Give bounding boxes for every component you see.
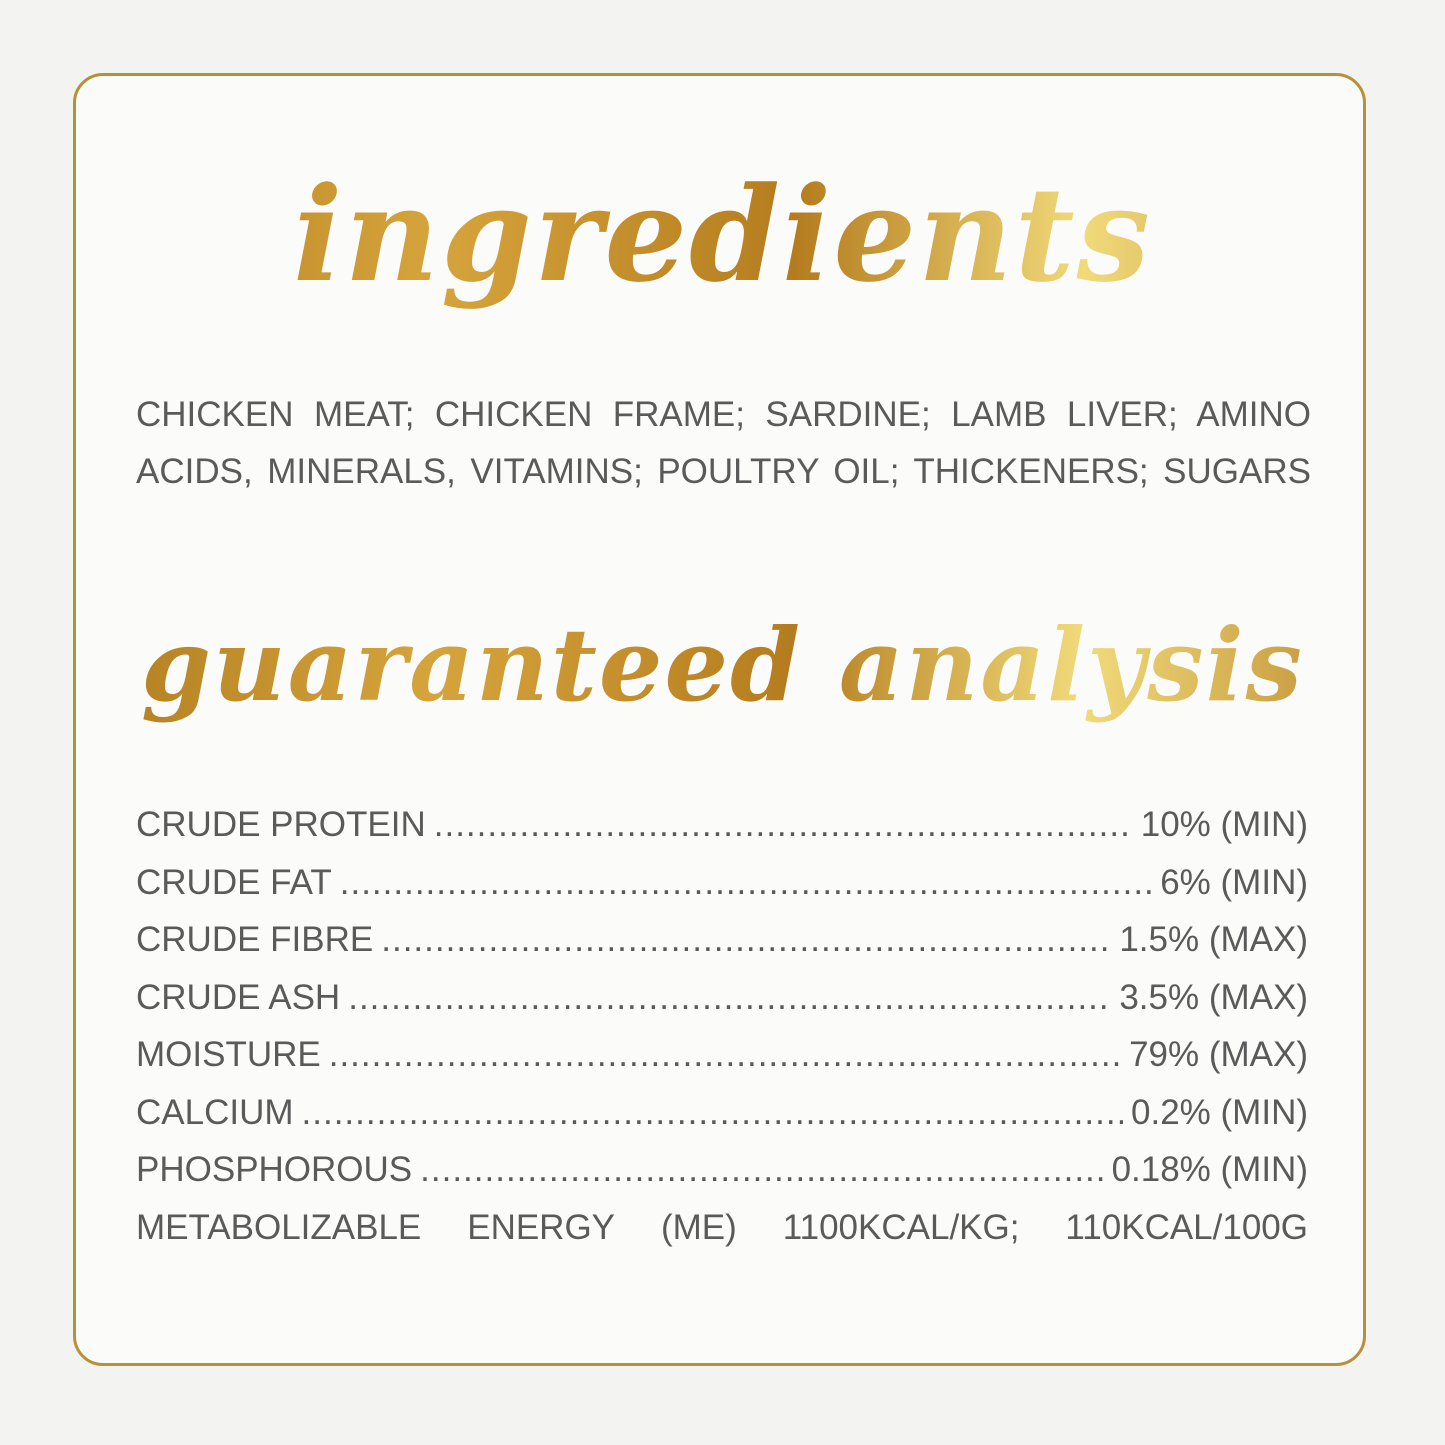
energy-word: (ME): [660, 1207, 737, 1247]
dot-leader: [329, 1026, 1121, 1084]
dot-leader: [381, 911, 1111, 969]
row-label: CRUDE FAT: [136, 862, 332, 902]
row-label: PHOSPHOROUS: [136, 1150, 413, 1189]
row-value: 0.2% (MIN): [1131, 1092, 1308, 1132]
analysis-heading: guaranteed analysis: [0, 595, 1445, 735]
dot-leader: [434, 796, 1133, 854]
analysis-row: CRUDE ASH 3.5% (MAX): [136, 969, 1308, 1027]
dot-leader: [348, 969, 1111, 1027]
energy-row: METABOLIZABLE ENERGY (ME) 1100KCAL/KG; 1…: [136, 1199, 1308, 1257]
row-label: MOISTURE: [136, 1035, 321, 1074]
row-value: 10% (MIN): [1140, 805, 1308, 844]
row-label: CALCIUM: [136, 1092, 294, 1132]
analysis-row: CRUDE FAT 6% (MIN): [136, 854, 1308, 912]
energy-word: ENERGY: [467, 1207, 616, 1247]
dot-leader: [302, 1084, 1124, 1142]
ingredients-line: ACIDS, MINERALS, VITAMINS; POULTRY OIL; …: [136, 452, 1311, 491]
row-value: 0.18% (MIN): [1111, 1150, 1308, 1189]
analysis-row: CRUDE FIBRE 1.5% (MAX): [136, 911, 1308, 969]
row-value: 3.5% (MAX): [1119, 977, 1308, 1017]
ingredients-list: CHICKEN MEAT; CHICKEN FRAME; SARDINE; LA…: [136, 386, 1311, 500]
analysis-row: CRUDE PROTEIN 10% (MIN): [136, 796, 1308, 854]
analysis-row: CALCIUM 0.2% (MIN): [136, 1084, 1308, 1142]
row-value: 1.5% (MAX): [1119, 920, 1308, 959]
analysis-row: MOISTURE 79% (MAX): [136, 1026, 1308, 1084]
row-label: CRUDE PROTEIN: [136, 805, 426, 844]
energy-word: 1100KCAL/KG;: [782, 1207, 1020, 1247]
ingredients-heading: ingredients: [0, 150, 1445, 320]
analysis-table: CRUDE PROTEIN 10% (MIN) CRUDE FAT 6% (MIN)…: [136, 796, 1308, 1256]
analysis-row: PHOSPHOROUS 0.18% (MIN): [136, 1141, 1308, 1199]
row-value: 6% (MIN): [1160, 862, 1308, 902]
row-label: CRUDE FIBRE: [136, 920, 374, 959]
energy-word: 110KCAL/100G: [1065, 1207, 1308, 1247]
row-value: 79% (MAX): [1129, 1035, 1308, 1074]
ingredients-line: CHICKEN MEAT; CHICKEN FRAME; SARDINE; LA…: [136, 395, 1311, 434]
dot-leader: [420, 1141, 1103, 1199]
energy-word: METABOLIZABLE: [136, 1207, 422, 1247]
dot-leader: [340, 854, 1152, 912]
row-label: CRUDE ASH: [136, 977, 341, 1017]
